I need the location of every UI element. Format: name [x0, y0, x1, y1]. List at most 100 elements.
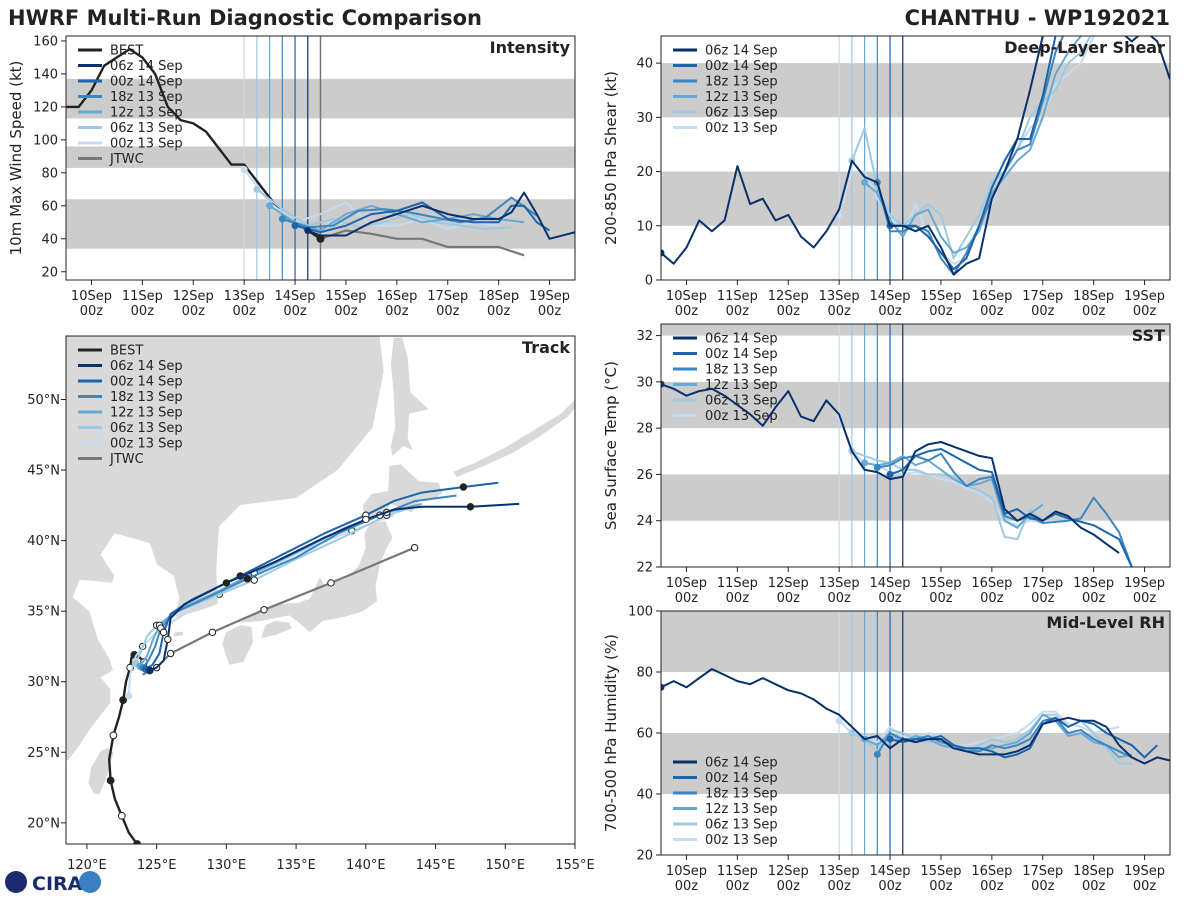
intensity-frame — [65, 35, 576, 281]
rh-y-tick-label: 60 — [636, 727, 653, 742]
shear-legend-label: 00z 13 Sep — [705, 121, 778, 136]
shear-x-tick-date: 14Sep — [870, 289, 911, 304]
track-run-marker — [250, 576, 258, 584]
sst-y-tick-label: 32 — [636, 329, 653, 344]
track-jtwc-marker — [166, 649, 175, 658]
shear-y-tick-label: 30 — [636, 111, 653, 126]
rh-x-tick-hour: 00z — [878, 879, 902, 894]
rh-shade-band — [661, 611, 1170, 672]
intensity-x-tick-hour: 00z — [487, 304, 511, 319]
track-run-start-marker — [146, 666, 154, 675]
track-x-tick-label: 145°E — [416, 858, 456, 873]
rh-x-tick-date: 18Sep — [1073, 864, 1114, 879]
intensity-y-tick-label: 80 — [41, 166, 58, 181]
track-x-tick-label: 125°E — [137, 858, 177, 873]
intensity-x-tick-date: 11Sep — [122, 289, 163, 304]
intensity-legend-label: 06z 13 Sep — [110, 121, 183, 136]
track-run-line-1 — [144, 481, 499, 670]
rh-shade-band — [661, 733, 1170, 794]
sst-x-tick-label: 12Sep 00z — [768, 576, 809, 606]
rh-plot-area — [661, 611, 1170, 855]
intensity-x-tick-hour: 00z — [182, 304, 206, 319]
shear-x-tick-label: 11Sep 00z — [717, 289, 758, 319]
intensity-legend-label: 00z 14 Sep — [110, 75, 183, 90]
rh-x-tick-date: 10Sep — [666, 864, 707, 879]
track-x-tick-label: 150°E — [486, 858, 526, 873]
intensity-x-tick-hour: 00z — [131, 304, 155, 319]
sst-init-marker — [873, 463, 881, 471]
sst-run-line-2 — [877, 452, 1133, 567]
intensity-legend-label: 00z 13 Sep — [110, 137, 183, 152]
track-legend-label: 06z 14 Sep — [110, 359, 183, 374]
rh-x-tick-label: 11Sep 00z — [717, 864, 758, 894]
rh-run-line-4 — [851, 713, 1132, 765]
intensity-y-tick-label: 160 — [33, 34, 58, 49]
shear-x-tick-date: 17Sep — [1022, 289, 1063, 304]
sst-legend-label: 06z 14 Sep — [705, 332, 778, 347]
shear-x-tick-hour: 00z — [827, 304, 851, 319]
rh-x-tick-hour: 00z — [675, 879, 699, 894]
intensity-x-tick-label: 19Sep 00z — [529, 289, 570, 319]
track-best-marker — [117, 811, 126, 820]
rh-legend-label: 00z 13 Sep — [705, 833, 778, 848]
intensity-x-tick-hour: 00z — [80, 304, 104, 319]
shear-x-tick-hour: 00z — [777, 304, 801, 319]
sst-frame — [660, 323, 1171, 568]
intensity-x-tick-date: 14Sep — [275, 289, 316, 304]
intensity-x-tick-date: 16Sep — [376, 289, 417, 304]
sst-x-tick-date: 13Sep — [819, 576, 860, 591]
rh-x-tick-label: 15Sep 00z — [920, 864, 961, 894]
intensity-y-axis-label: 10m Max Wind Speed (kt) — [7, 61, 25, 256]
shear-x-tick-date: 19Sep — [1124, 289, 1165, 304]
track-x-tick-label: 120°E — [67, 858, 107, 873]
track-legend-label: JTWC — [109, 452, 144, 467]
shear-x-tick-hour: 00z — [1082, 304, 1106, 319]
land-jeju — [173, 631, 184, 637]
land-kuril-islands — [453, 399, 575, 478]
sst-y-tick-label: 26 — [636, 468, 653, 483]
sst-plot-area — [661, 324, 1170, 567]
intensity-legend-label: 12z 13 Sep — [110, 106, 183, 121]
shear-x-tick-hour: 00z — [675, 304, 699, 319]
shear-run-line-0 — [661, 36, 1170, 276]
sst-x-tick-label: 15Sep 00z — [920, 576, 961, 606]
intensity-x-tick-label: 15Sep 00z — [325, 289, 366, 319]
land-mainland-asia — [66, 336, 385, 763]
track-y-tick-label: 35°N — [27, 605, 60, 620]
intensity-x-tick-label: 16Sep 00z — [376, 289, 417, 319]
shear-legend-label: 18z 13 Sep — [705, 75, 778, 90]
track-y-tick-label: 40°N — [27, 534, 60, 549]
rh-x-tick-label: 13Sep 00z — [819, 864, 860, 894]
shear-x-tick-date: 15Sep — [920, 289, 961, 304]
sst-shade-band — [661, 381, 1170, 429]
intensity-y-tick-label: 120 — [33, 100, 58, 115]
rh-x-tick-hour: 00z — [1082, 879, 1106, 894]
track-plot-area — [66, 336, 575, 844]
sst-legend-label: 06z 13 Sep — [705, 394, 778, 409]
rh-init-marker — [661, 683, 665, 691]
intensity-x-tick-hour: 00z — [232, 304, 256, 319]
sst-legend-label: 00z 14 Sep — [705, 347, 778, 362]
intensity-plot-area — [66, 36, 575, 280]
rh-x-tick-hour: 00z — [929, 879, 953, 894]
intensity-run-line-0 — [307, 191, 575, 240]
intensity-x-tick-hour: 00z — [334, 304, 358, 319]
shear-x-tick-date: 11Sep — [717, 289, 758, 304]
rh-x-tick-label: 19Sep 00z — [1124, 864, 1165, 894]
sst-x-tick-date: 10Sep — [666, 576, 707, 591]
shear-legend-label: 06z 14 Sep — [705, 44, 778, 59]
rh-x-tick-label: 18Sep 00z — [1073, 864, 1114, 894]
track-panel-title: Track — [522, 338, 570, 357]
land-kyushu — [222, 625, 253, 665]
shear-x-tick-label: 10Sep 00z — [666, 289, 707, 319]
intensity-x-tick-date: 18Sep — [478, 289, 519, 304]
intensity-init-marker — [304, 227, 312, 235]
track-legend-label: 12z 13 Sep — [110, 406, 183, 421]
land-taiwan — [88, 748, 114, 795]
sst-x-tick-label: 17Sep 00z — [1022, 576, 1063, 606]
rh-init-marker — [835, 717, 843, 725]
shear-x-tick-label: 16Sep 00z — [971, 289, 1012, 319]
intensity-x-tick-label: 10Sep 00z — [71, 289, 112, 319]
